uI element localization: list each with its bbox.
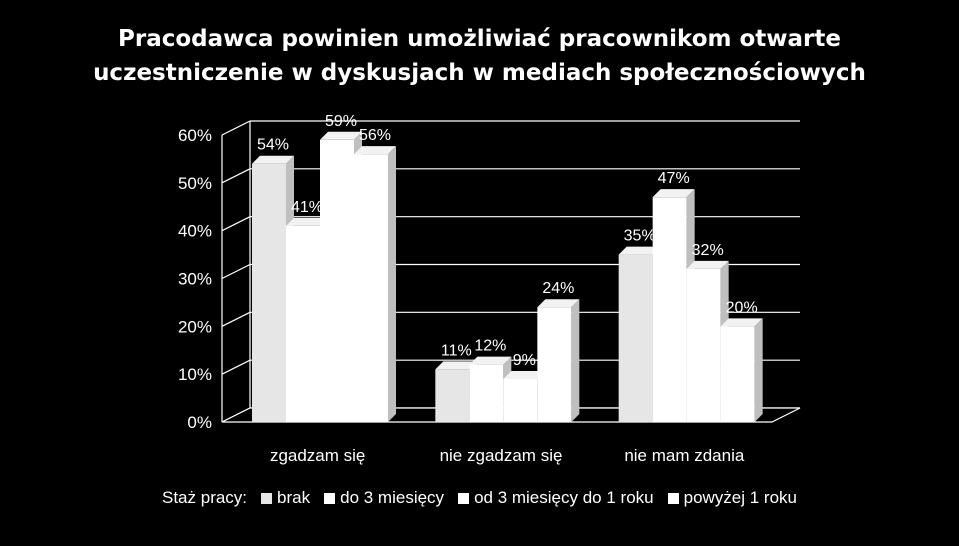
bar-top	[537, 299, 580, 308]
y-tick-label: 20%	[178, 317, 212, 336]
data-label: 12%	[474, 338, 506, 355]
bar-top	[503, 370, 546, 379]
data-label: 41%	[291, 199, 323, 216]
data-label: 56%	[359, 127, 391, 144]
bar	[286, 225, 320, 422]
bar	[503, 378, 538, 422]
bar	[435, 369, 470, 422]
legend-label: brak	[277, 488, 311, 507]
side-wall-line	[221, 168, 251, 184]
bar	[469, 364, 504, 422]
legend-swatch	[261, 492, 273, 504]
bar	[320, 139, 354, 423]
bar-side	[571, 299, 580, 422]
y-tick-label: 30%	[178, 270, 212, 289]
bar	[537, 307, 572, 422]
data-label: 35%	[624, 228, 656, 245]
legend-item: od 3 miesięcy do 1 roku	[458, 488, 654, 508]
legend-item: brak	[261, 488, 310, 508]
legend-swatch	[458, 492, 470, 504]
legend-label: powyżej 1 roku	[683, 488, 797, 507]
side-wall-line	[221, 311, 251, 327]
y-tick-label: 0%	[187, 413, 212, 432]
data-label: 59%	[325, 113, 357, 130]
bar-top	[435, 361, 478, 370]
legend-title: Staż pracy:	[162, 488, 248, 507]
chart-title: Pracodawca powinien umożliwiać pracownik…	[0, 22, 959, 90]
bar-top	[618, 246, 661, 255]
bar	[354, 154, 388, 422]
y-tick-label: 10%	[178, 365, 212, 384]
bar-side	[754, 318, 763, 422]
side-wall-line	[221, 120, 251, 136]
bar	[720, 326, 755, 422]
legend-item: do 3 miesięcy	[324, 488, 444, 508]
legend-swatch	[324, 492, 336, 504]
chart-title-line-2: uczestniczenie w dyskusjach w mediach sp…	[93, 60, 866, 86]
x-tick-label: zgadzam się	[270, 446, 365, 465]
legend-swatch	[667, 492, 679, 504]
legend-label: do 3 miesięcy	[340, 488, 445, 507]
data-label: 54%	[257, 137, 289, 154]
legend: Staż pracy: brak do 3 miesięcy od 3 miesię…	[0, 488, 959, 508]
data-label: 9%	[513, 352, 536, 369]
side-wall-line	[221, 359, 251, 375]
bar	[618, 254, 653, 422]
bar-top	[652, 189, 695, 198]
bar-top	[354, 146, 396, 155]
data-label: 24%	[542, 280, 574, 297]
y-tick-label: 60%	[178, 126, 212, 145]
bar-top	[286, 217, 328, 226]
bar-top	[720, 318, 763, 327]
bar	[252, 163, 286, 422]
x-tick-label: nie zgadzam się	[440, 446, 563, 465]
side-wall-line	[221, 216, 251, 232]
bar-top	[252, 155, 294, 164]
bar-side	[388, 146, 396, 422]
legend-label: od 3 miesięcy do 1 roku	[474, 488, 654, 507]
bar	[686, 268, 721, 422]
legend-item: powyżej 1 roku	[667, 488, 797, 508]
y-tick-label: 50%	[178, 174, 212, 193]
bar	[652, 197, 687, 422]
bar-top	[320, 131, 362, 140]
side-wall-line	[221, 263, 251, 280]
data-label: 32%	[692, 242, 724, 259]
y-tick-label: 40%	[178, 222, 212, 241]
data-label: 47%	[658, 170, 690, 187]
chart-title-line-1: Pracodawca powinien umożliwiać pracownik…	[118, 26, 841, 52]
bar-top	[686, 260, 729, 269]
x-tick-label: nie mam zdania	[624, 446, 745, 465]
data-label: 20%	[726, 299, 758, 316]
data-label: 11%	[441, 342, 472, 359]
bar-top	[469, 356, 512, 365]
